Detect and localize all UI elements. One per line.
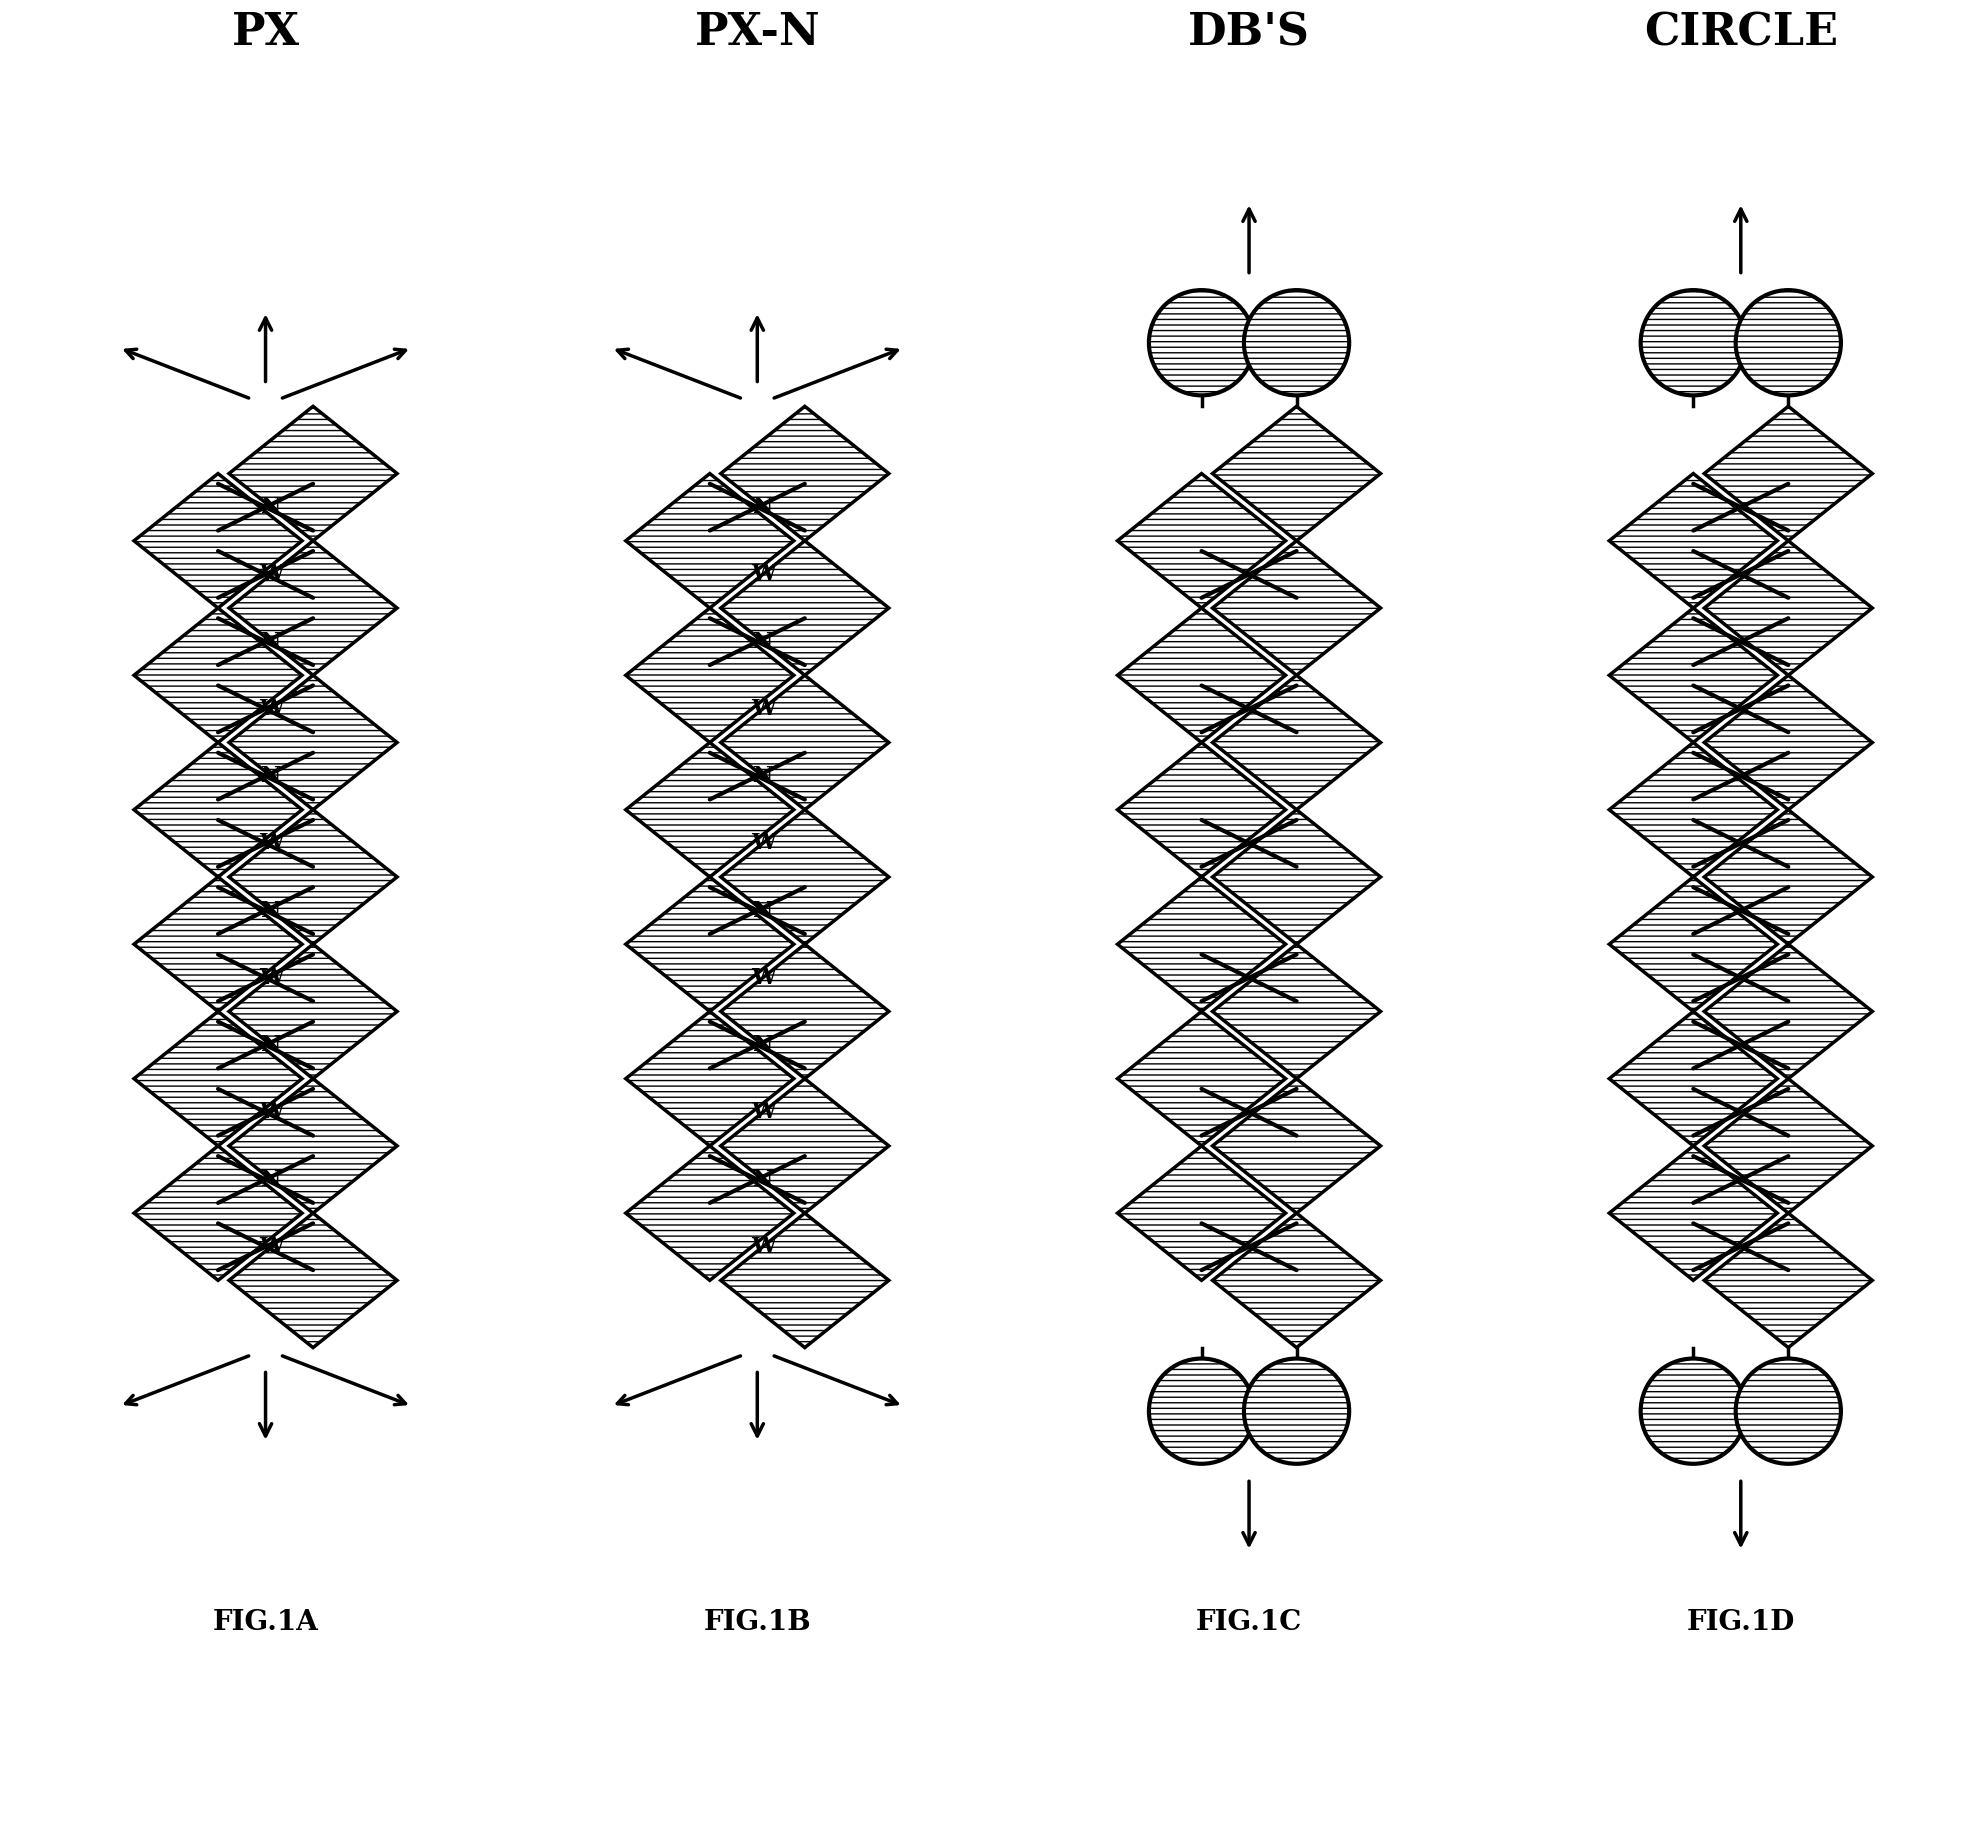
Text: FIG.1B: FIG.1B: [704, 1610, 810, 1635]
Text: N: N: [753, 899, 773, 921]
Title: PX-N: PX-N: [694, 11, 820, 55]
Polygon shape: [1703, 945, 1873, 1078]
Polygon shape: [1117, 473, 1286, 608]
Polygon shape: [1703, 676, 1873, 809]
Polygon shape: [1212, 541, 1381, 676]
Text: W: W: [260, 833, 283, 855]
Polygon shape: [228, 406, 397, 541]
Text: N: N: [262, 497, 281, 519]
Polygon shape: [720, 541, 889, 676]
Title: PX: PX: [232, 11, 299, 55]
Polygon shape: [228, 1078, 397, 1213]
Polygon shape: [1703, 1078, 1873, 1213]
Text: N: N: [262, 1169, 281, 1191]
Circle shape: [1243, 290, 1349, 395]
Text: N: N: [262, 899, 281, 921]
Polygon shape: [1609, 877, 1778, 1012]
Polygon shape: [1212, 1078, 1381, 1213]
Polygon shape: [1117, 742, 1286, 877]
Polygon shape: [1703, 541, 1873, 676]
Text: FIG.1A: FIG.1A: [212, 1610, 319, 1635]
Text: N: N: [753, 497, 773, 519]
Text: W: W: [751, 1102, 775, 1124]
Polygon shape: [1609, 608, 1778, 742]
Polygon shape: [1212, 1213, 1381, 1348]
Text: N: N: [753, 630, 773, 652]
Polygon shape: [1609, 742, 1778, 877]
Polygon shape: [626, 1146, 795, 1281]
Polygon shape: [1609, 1012, 1778, 1146]
Polygon shape: [1212, 945, 1381, 1078]
Title: CIRCLE: CIRCLE: [1644, 11, 1837, 55]
Text: W: W: [260, 1102, 283, 1124]
Text: N: N: [753, 766, 773, 787]
Text: W: W: [260, 563, 283, 585]
Text: W: W: [751, 698, 775, 720]
Polygon shape: [228, 676, 397, 809]
Polygon shape: [626, 608, 795, 742]
Circle shape: [1640, 1359, 1747, 1463]
Polygon shape: [228, 541, 397, 676]
Circle shape: [1735, 1359, 1841, 1463]
Text: N: N: [262, 766, 281, 787]
Circle shape: [1243, 1359, 1349, 1463]
Title: DB'S: DB'S: [1188, 11, 1310, 55]
Text: FIG.1D: FIG.1D: [1686, 1610, 1796, 1635]
Polygon shape: [1212, 809, 1381, 945]
Text: W: W: [751, 833, 775, 855]
Text: W: W: [260, 966, 283, 988]
Polygon shape: [134, 608, 303, 742]
Polygon shape: [1212, 406, 1381, 541]
Text: N: N: [753, 1034, 773, 1056]
Polygon shape: [720, 945, 889, 1078]
Text: N: N: [262, 1034, 281, 1056]
Text: N: N: [753, 1169, 773, 1191]
Circle shape: [1735, 290, 1841, 395]
Polygon shape: [228, 945, 397, 1078]
Polygon shape: [228, 809, 397, 945]
Polygon shape: [134, 473, 303, 608]
Circle shape: [1149, 1359, 1255, 1463]
Polygon shape: [720, 1078, 889, 1213]
Polygon shape: [720, 676, 889, 809]
Text: W: W: [751, 966, 775, 988]
Polygon shape: [1117, 1012, 1286, 1146]
Text: N: N: [262, 630, 281, 652]
Circle shape: [1149, 290, 1255, 395]
Polygon shape: [1703, 406, 1873, 541]
Polygon shape: [1609, 1146, 1778, 1281]
Text: FIG.1C: FIG.1C: [1196, 1610, 1302, 1635]
Polygon shape: [134, 1146, 303, 1281]
Text: W: W: [751, 1235, 775, 1257]
Text: W: W: [751, 563, 775, 585]
Polygon shape: [1212, 676, 1381, 809]
Polygon shape: [720, 809, 889, 945]
Text: W: W: [260, 1235, 283, 1257]
Polygon shape: [1609, 473, 1778, 608]
Polygon shape: [626, 473, 795, 608]
Circle shape: [1640, 290, 1747, 395]
Polygon shape: [1117, 608, 1286, 742]
Polygon shape: [134, 1012, 303, 1146]
Polygon shape: [626, 877, 795, 1012]
Polygon shape: [134, 742, 303, 877]
Polygon shape: [134, 877, 303, 1012]
Polygon shape: [1703, 809, 1873, 945]
Polygon shape: [1117, 1146, 1286, 1281]
Polygon shape: [720, 406, 889, 541]
Text: W: W: [260, 698, 283, 720]
Polygon shape: [626, 1012, 795, 1146]
Polygon shape: [626, 742, 795, 877]
Polygon shape: [228, 1213, 397, 1348]
Polygon shape: [720, 1213, 889, 1348]
Polygon shape: [1117, 877, 1286, 1012]
Polygon shape: [1703, 1213, 1873, 1348]
